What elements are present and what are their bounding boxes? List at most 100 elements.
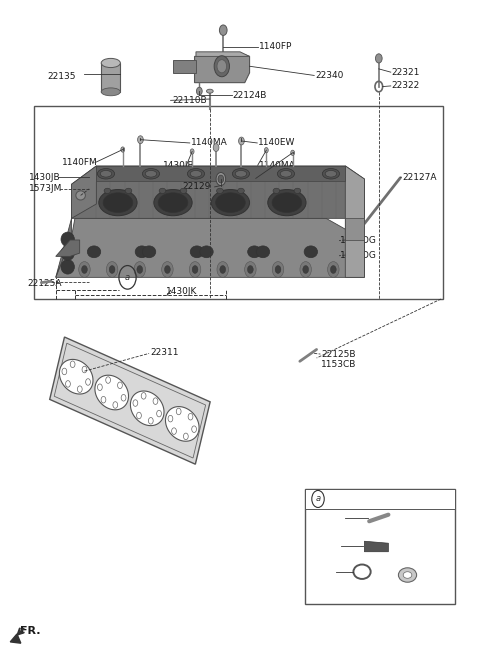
Circle shape	[190, 149, 194, 154]
Circle shape	[118, 382, 122, 388]
Text: 22129: 22129	[182, 183, 211, 191]
Polygon shape	[196, 52, 250, 57]
Circle shape	[192, 426, 196, 432]
Text: 22125A: 22125A	[27, 279, 61, 288]
Polygon shape	[60, 359, 93, 394]
Ellipse shape	[100, 171, 112, 177]
Ellipse shape	[143, 169, 159, 179]
Circle shape	[82, 265, 87, 273]
Ellipse shape	[304, 246, 318, 258]
Ellipse shape	[99, 189, 137, 215]
Circle shape	[156, 411, 161, 417]
Circle shape	[214, 56, 229, 77]
Text: 22135: 22135	[48, 72, 76, 81]
Circle shape	[217, 60, 227, 73]
Circle shape	[153, 398, 158, 405]
Ellipse shape	[280, 171, 292, 177]
Polygon shape	[194, 53, 250, 83]
Circle shape	[264, 148, 268, 153]
Ellipse shape	[104, 188, 111, 193]
Circle shape	[183, 433, 188, 440]
Circle shape	[219, 25, 227, 35]
Ellipse shape	[190, 246, 204, 258]
Circle shape	[137, 265, 143, 273]
Circle shape	[218, 175, 224, 183]
Ellipse shape	[135, 246, 149, 258]
Text: a: a	[315, 495, 321, 503]
Ellipse shape	[232, 169, 250, 179]
Circle shape	[107, 261, 118, 277]
Circle shape	[168, 415, 173, 422]
Circle shape	[303, 265, 309, 273]
Circle shape	[188, 413, 193, 420]
Polygon shape	[96, 166, 345, 181]
Text: 22113A: 22113A	[306, 567, 338, 576]
Circle shape	[66, 380, 71, 387]
Text: 1433CA: 1433CA	[256, 174, 291, 183]
Circle shape	[121, 147, 125, 152]
Circle shape	[79, 261, 90, 277]
Text: 22311: 22311	[151, 348, 179, 357]
Ellipse shape	[61, 246, 74, 260]
Polygon shape	[72, 166, 364, 218]
Circle shape	[165, 265, 170, 273]
Text: 1601DG: 1601DG	[340, 236, 377, 245]
Ellipse shape	[323, 169, 339, 179]
Text: 1140MA: 1140MA	[191, 139, 228, 147]
Ellipse shape	[97, 169, 115, 179]
Circle shape	[189, 261, 201, 277]
Ellipse shape	[61, 260, 74, 274]
Circle shape	[97, 384, 102, 390]
Text: 1573JM: 1573JM	[29, 185, 63, 193]
Bar	[101, 63, 120, 92]
Ellipse shape	[143, 246, 156, 258]
Ellipse shape	[211, 189, 250, 215]
Circle shape	[327, 261, 339, 277]
Polygon shape	[345, 166, 364, 277]
Circle shape	[248, 265, 253, 273]
Ellipse shape	[248, 246, 261, 258]
Polygon shape	[173, 60, 196, 73]
Circle shape	[148, 417, 153, 424]
Circle shape	[239, 137, 244, 145]
Polygon shape	[364, 541, 388, 552]
Circle shape	[272, 261, 284, 277]
Text: 1140EW: 1140EW	[258, 139, 296, 147]
Ellipse shape	[103, 193, 133, 212]
Ellipse shape	[272, 193, 302, 212]
Circle shape	[172, 428, 177, 434]
Circle shape	[85, 378, 90, 385]
Circle shape	[330, 265, 336, 273]
Ellipse shape	[403, 572, 412, 578]
Circle shape	[375, 54, 382, 63]
Circle shape	[141, 393, 146, 399]
Ellipse shape	[145, 171, 157, 177]
Text: 22321: 22321	[392, 68, 420, 77]
Circle shape	[162, 261, 173, 277]
Ellipse shape	[180, 188, 187, 193]
Circle shape	[275, 265, 281, 273]
Circle shape	[137, 412, 142, 419]
Circle shape	[192, 265, 198, 273]
Ellipse shape	[268, 189, 306, 215]
Ellipse shape	[216, 193, 245, 212]
Circle shape	[213, 144, 219, 152]
Polygon shape	[10, 634, 21, 643]
Ellipse shape	[76, 191, 85, 200]
Ellipse shape	[200, 246, 213, 258]
Text: 22114A: 22114A	[306, 542, 337, 551]
Text: 1430JK: 1430JK	[166, 287, 197, 296]
Polygon shape	[166, 407, 199, 442]
Circle shape	[217, 261, 228, 277]
Text: a: a	[125, 273, 130, 282]
Text: 1430JB: 1430JB	[163, 161, 195, 170]
Circle shape	[101, 396, 106, 403]
Ellipse shape	[294, 188, 301, 193]
Ellipse shape	[87, 246, 101, 258]
Text: 1153CB: 1153CB	[322, 360, 357, 369]
Ellipse shape	[61, 232, 74, 246]
Ellipse shape	[273, 188, 280, 193]
Ellipse shape	[235, 171, 247, 177]
Text: 1430JB: 1430JB	[29, 173, 61, 181]
Ellipse shape	[190, 171, 202, 177]
